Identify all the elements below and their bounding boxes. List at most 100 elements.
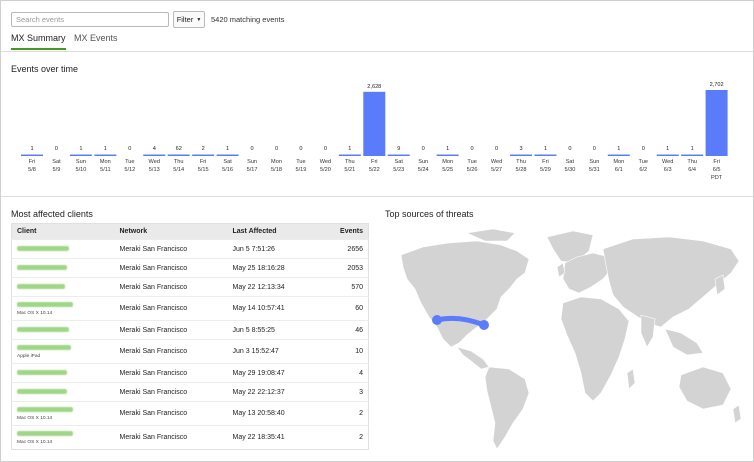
chart-bar[interactable] — [387, 154, 410, 157]
blurred-mac-address[interactable] — [17, 344, 71, 350]
table-row[interactable]: Meraki San Francisco May 29 19:08:47 4 — [11, 363, 369, 383]
chart-bar[interactable] — [338, 154, 361, 157]
client-cell[interactable]: Mac OS X 10.14 — [11, 296, 115, 321]
chart-bar[interactable] — [167, 154, 190, 156]
x-tick-day-label: Mon — [442, 159, 453, 165]
blurred-mac-address[interactable] — [17, 388, 67, 394]
client-cell[interactable] — [11, 258, 115, 278]
x-tick-date-label: 5/29 — [540, 167, 551, 173]
x-tick-date-label: 5/26 — [467, 167, 478, 173]
blurred-mac-address[interactable] — [17, 283, 65, 289]
client-cell[interactable]: Mac OS X 10.14 — [11, 425, 115, 450]
table-row[interactable]: Meraki San Francisco May 22 22:12:37 3 — [11, 382, 369, 402]
bar-value-label: 9 — [397, 146, 400, 152]
last-affected-cell: May 22 12:13:34 — [227, 277, 323, 297]
x-tick-day-label: Wed — [491, 159, 502, 165]
chart-bar[interactable] — [143, 154, 166, 157]
client-cell[interactable] — [11, 382, 115, 402]
blurred-mac-address[interactable] — [17, 430, 73, 436]
column-header-events[interactable]: Events — [322, 223, 369, 240]
table-row[interactable]: Meraki San Francisco Jun 5 8:55:25 46 — [11, 320, 369, 340]
bar-value-label: 0 — [642, 146, 645, 152]
column-header-network[interactable]: Network — [114, 223, 228, 240]
column-header-client[interactable]: Client — [11, 223, 115, 240]
client-cell[interactable]: Apple iPad — [11, 339, 115, 364]
chart-bar[interactable] — [510, 154, 532, 157]
most-affected-clients-title: Most affected clients — [11, 209, 93, 219]
x-tick-day-label: Fri — [371, 159, 378, 165]
x-tick-date-label: 5/21 — [344, 167, 355, 173]
last-affected-cell: May 14 10:57:41 — [227, 296, 323, 321]
blurred-mac-address[interactable] — [17, 369, 67, 375]
chart-bar[interactable] — [656, 154, 679, 157]
events-cell: 2 — [322, 401, 369, 426]
bar-value-label: 0 — [299, 146, 302, 152]
blurred-mac-address[interactable] — [17, 245, 69, 251]
threat-source-marker-west — [432, 315, 442, 325]
events-cell: 60 — [322, 296, 369, 321]
client-cell[interactable] — [11, 239, 115, 259]
filter-button[interactable]: Filter ▼ — [173, 11, 205, 28]
x-tick-day-label: Sun — [76, 159, 86, 165]
x-tick-date-label: 5/20 — [320, 167, 331, 173]
x-tick-date-label: 5/27 — [491, 167, 502, 173]
chart-bar[interactable] — [534, 154, 557, 157]
last-affected-cell: Jun 3 15:52:47 — [227, 339, 323, 364]
madagascar-shape — [626, 368, 636, 390]
x-tick-day-label: Fri — [713, 159, 720, 165]
tab-mx-summary[interactable]: MX Summary — [11, 33, 66, 50]
table-row[interactable]: Meraki San Francisco May 22 12:13:34 570 — [11, 277, 369, 297]
client-cell[interactable] — [11, 320, 115, 340]
x-tick-day-label: Fri — [200, 159, 207, 165]
blurred-mac-address[interactable] — [17, 406, 73, 412]
x-tick-day-label: Sun — [247, 159, 257, 165]
table-row[interactable]: Mac OS X 10.14 Meraki San Francisco May … — [11, 296, 369, 321]
tab-mx-events[interactable]: MX Events — [74, 33, 118, 43]
bar-value-label: 0 — [422, 146, 425, 152]
x-tick-day-label: Fri — [29, 159, 36, 165]
chart-bar[interactable] — [363, 91, 386, 156]
network-cell: Meraki San Francisco — [114, 258, 228, 278]
column-header-last-affected[interactable]: Last Affected — [227, 223, 323, 240]
network-cell: Meraki San Francisco — [114, 277, 228, 297]
x-tick-date-label: 5/9 — [53, 167, 61, 173]
search-input[interactable] — [11, 12, 169, 27]
events-cell: 10 — [322, 339, 369, 364]
events-cell: 2053 — [322, 258, 369, 278]
events-cell: 4 — [322, 363, 369, 383]
table-row[interactable]: Meraki San Francisco May 25 18:16:28 205… — [11, 258, 369, 278]
chart-bar[interactable] — [607, 154, 630, 157]
x-tick-date-label: 5/23 — [393, 167, 404, 173]
blurred-mac-address[interactable] — [17, 301, 73, 307]
tab-bar: MX Summary MX Events — [1, 31, 753, 52]
table-row[interactable]: Mac OS X 10.14 Meraki San Francisco May … — [11, 401, 369, 426]
asia-shape — [602, 236, 740, 328]
network-cell: Meraki San Francisco — [114, 401, 228, 426]
chart-bar[interactable] — [216, 154, 239, 157]
x-tick-day-label: Mon — [271, 159, 282, 165]
chart-bar[interactable] — [705, 90, 728, 156]
table-row[interactable]: Apple iPad Meraki San Francisco Jun 3 15… — [11, 339, 369, 364]
blurred-mac-address[interactable] — [17, 326, 69, 332]
client-cell[interactable] — [11, 363, 115, 383]
table-row[interactable]: Meraki San Francisco Jun 5 7:51:26 2656 — [11, 239, 369, 259]
x-tick-date-label: 5/30 — [564, 167, 575, 173]
blurred-mac-address[interactable] — [17, 264, 67, 270]
chart-bar[interactable] — [192, 154, 215, 157]
chart-bar[interactable] — [94, 154, 117, 157]
events-cell: 46 — [322, 320, 369, 340]
chart-bar[interactable] — [436, 154, 459, 157]
network-cell: Meraki San Francisco — [114, 320, 228, 340]
x-tick-day-label: Mon — [613, 159, 624, 165]
chart-bar[interactable] — [681, 154, 704, 157]
chart-bar[interactable] — [21, 154, 43, 157]
new-zealand-shape — [732, 404, 742, 424]
threat-sources-world-map[interactable] — [397, 223, 743, 455]
client-cell[interactable] — [11, 277, 115, 297]
matching-events-count: 5420 matching events — [211, 15, 285, 24]
x-tick-date-label: 5/11 — [100, 167, 110, 173]
client-cell[interactable]: Mac OS X 10.14 — [11, 401, 115, 426]
table-row[interactable]: Mac OS X 10.14 Meraki San Francisco May … — [11, 425, 369, 450]
chart-bar[interactable] — [69, 154, 92, 157]
